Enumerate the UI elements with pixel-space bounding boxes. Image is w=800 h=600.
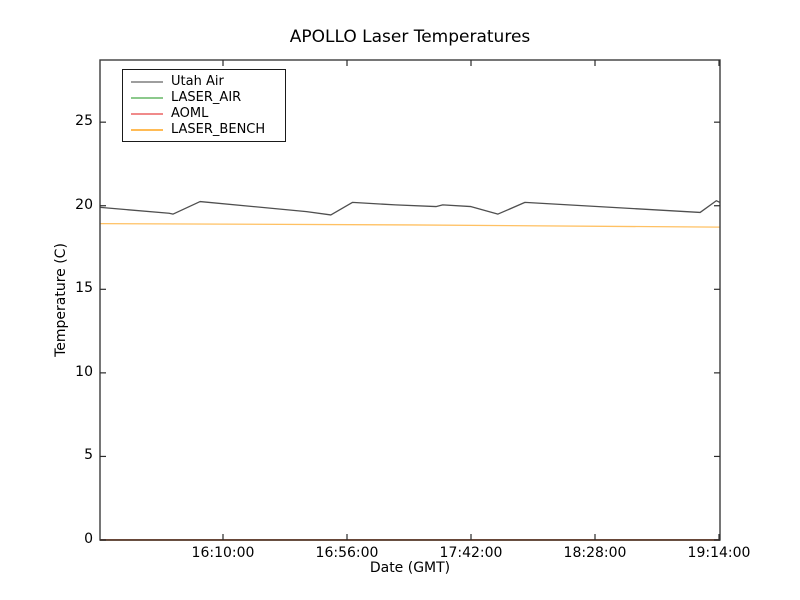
legend-line-swatch <box>131 81 163 83</box>
legend-row: AOML <box>131 106 279 122</box>
legend-label: LASER_AIR <box>171 90 242 105</box>
x-axis-label: Date (GMT) <box>369 560 451 576</box>
y-tick-label: 15 <box>75 280 93 297</box>
series-line-utah-air <box>100 200 720 216</box>
x-tick-label: 17:42:00 <box>439 545 503 561</box>
y-tick-label: 0 <box>84 531 93 547</box>
legend-line-swatch <box>131 129 163 131</box>
legend-row: LASER_AIR <box>131 90 279 106</box>
x-tick-label: 16:56:00 <box>315 545 379 561</box>
legend-row: LASER_BENCH <box>131 122 279 138</box>
legend-line-swatch <box>131 113 163 115</box>
y-tick-label: 5 <box>84 447 93 464</box>
x-tick-label: 18:28:00 <box>563 545 627 561</box>
legend: Utah Air LASER_AIR AOML LASER_BENCH <box>122 69 286 142</box>
y-axis-label: Temperature (C) <box>53 243 69 357</box>
legend-label: LASER_BENCH <box>171 122 266 137</box>
chart-title: APOLLO Laser Temperatures <box>289 27 531 47</box>
y-tick-label: 10 <box>75 363 93 380</box>
series-line-laser-bench <box>100 222 720 228</box>
x-tick-label: 16:10:00 <box>191 545 255 561</box>
legend-label: AOML <box>171 106 209 121</box>
x-tick-label: 19:14:00 <box>687 545 751 561</box>
legend-label: Utah Air <box>171 74 224 89</box>
y-tick-label: 20 <box>75 196 93 213</box>
y-tick-label: 25 <box>75 113 93 130</box>
legend-row: Utah Air <box>131 74 279 90</box>
legend-line-swatch <box>131 97 163 99</box>
